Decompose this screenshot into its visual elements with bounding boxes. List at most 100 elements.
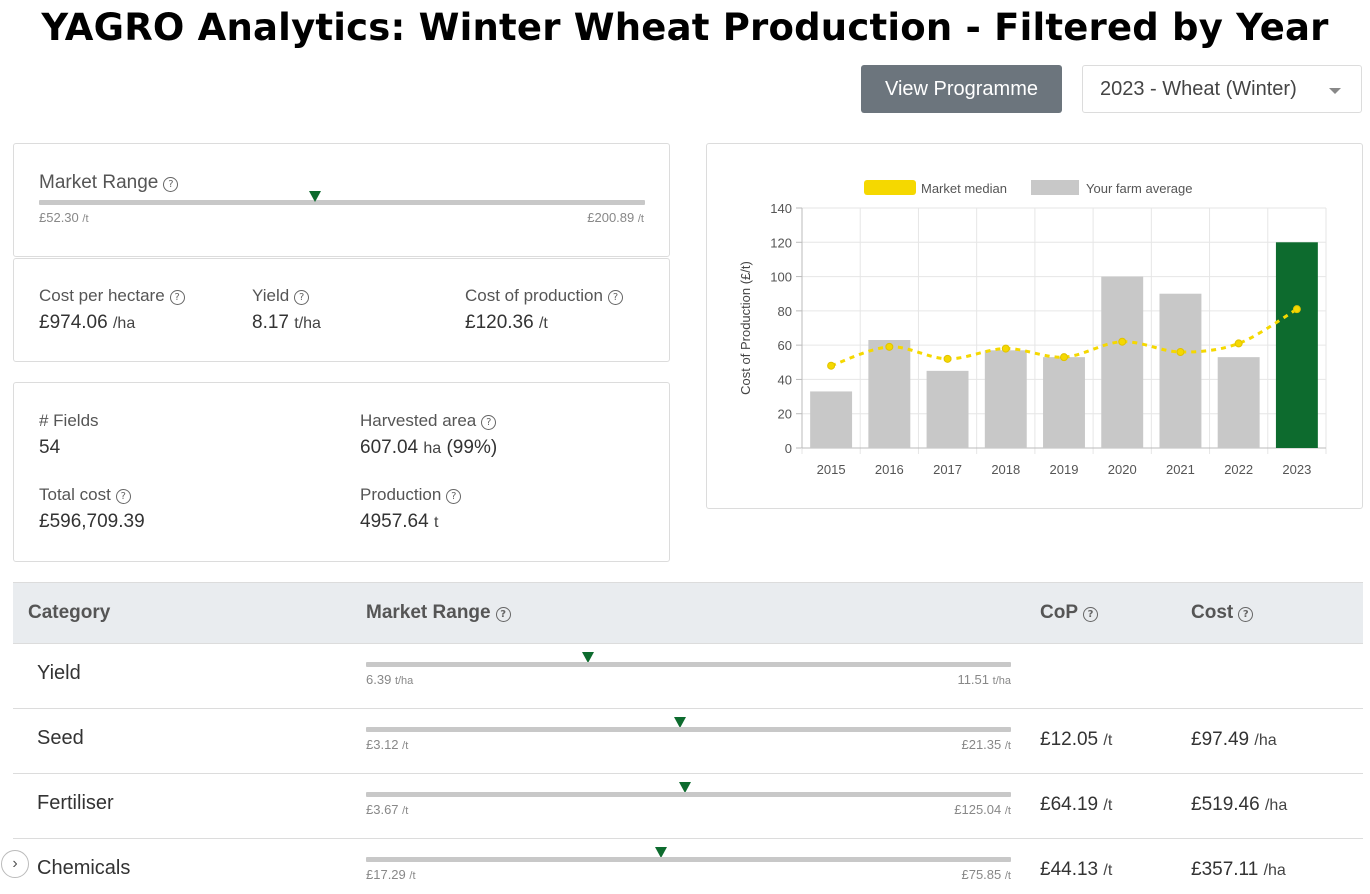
market-range-label: Market Range bbox=[39, 172, 159, 193]
x-tick-label: 2020 bbox=[1108, 462, 1137, 477]
bar-2015 bbox=[810, 391, 853, 448]
market-median-point bbox=[1060, 353, 1068, 362]
cost-of-production-value: £120.36 bbox=[465, 312, 534, 333]
market-median-point bbox=[885, 342, 894, 351]
market-range-track bbox=[366, 792, 1011, 797]
row-category: Fertiliser bbox=[37, 792, 114, 814]
expand-sidebar-button[interactable]: › bbox=[1, 850, 29, 878]
year-select[interactable]: 2023 - Wheat (Winter) bbox=[1082, 65, 1362, 113]
range-max: £75.85 /t bbox=[961, 867, 1011, 882]
help-icon[interactable]: ? bbox=[481, 415, 497, 430]
market-range-track bbox=[39, 200, 645, 205]
help-icon[interactable]: ? bbox=[495, 607, 511, 622]
range-max: £200.89 /t bbox=[587, 210, 644, 225]
market-range-track bbox=[366, 662, 1011, 667]
header-market-range[interactable]: Market Range? bbox=[366, 602, 511, 624]
help-icon[interactable]: ? bbox=[446, 489, 462, 504]
market-median-point bbox=[1001, 344, 1010, 353]
x-tick-label: 2015 bbox=[817, 462, 846, 477]
row-cost: £97.49 /ha bbox=[1191, 729, 1277, 750]
market-range-track bbox=[366, 727, 1011, 732]
help-icon[interactable]: ? bbox=[163, 177, 179, 192]
row-category: Seed bbox=[37, 727, 84, 749]
help-icon[interactable]: ? bbox=[169, 290, 185, 305]
market-position-marker bbox=[654, 847, 667, 858]
market-median-point bbox=[943, 354, 952, 363]
chevron-right-icon: › bbox=[12, 855, 18, 872]
range-max: 11.51 t/ha bbox=[957, 672, 1011, 687]
range-max: £21.35 /t bbox=[961, 737, 1011, 752]
y-tick-label: 60 bbox=[778, 338, 792, 353]
y-tick-label: 140 bbox=[770, 201, 792, 216]
bar-2018 bbox=[984, 350, 1027, 448]
legend-swatch-farm-average bbox=[1031, 180, 1079, 195]
row-cost: £357.11 /ha bbox=[1191, 859, 1286, 880]
range-min: £17.29 /t bbox=[366, 867, 416, 882]
market-range-track bbox=[366, 857, 1011, 862]
help-icon[interactable]: ? bbox=[607, 290, 623, 305]
yield-value: 8.17 bbox=[252, 312, 289, 333]
bar-2022 bbox=[1217, 357, 1260, 448]
total-cost: Total cost? £596,709.39 bbox=[39, 485, 145, 532]
range-max: £125.04 /t bbox=[954, 802, 1011, 817]
range-min: £3.67 /t bbox=[366, 802, 409, 817]
bar-2023 bbox=[1275, 242, 1318, 448]
cost-of-production: Cost of production? £120.36 /t bbox=[465, 286, 623, 334]
market-median-point bbox=[1292, 305, 1301, 314]
header-cost[interactable]: Cost? bbox=[1191, 602, 1254, 624]
cost-of-production-chart: 0 20 40 60 80 100 120 140 2015 2016 2017 2018 2019 20… bbox=[738, 180, 1327, 477]
bar-2020 bbox=[1101, 276, 1144, 448]
x-tick-label: 2016 bbox=[875, 462, 904, 477]
yield: Yield? 8.17 t/ha bbox=[252, 286, 321, 333]
header-category[interactable]: Category bbox=[28, 602, 111, 623]
market-position-marker bbox=[674, 717, 687, 728]
cost-per-hectare: Cost per hectare? £974.06 /ha bbox=[39, 286, 185, 334]
help-icon[interactable]: ? bbox=[294, 290, 310, 305]
row-cost: £519.46 /ha bbox=[1191, 794, 1288, 815]
x-tick-label: 2017 bbox=[933, 462, 962, 477]
market-median-point bbox=[1234, 339, 1243, 348]
cost-per-hectare-value: £974.06 bbox=[39, 312, 108, 333]
chevron-down-icon bbox=[1329, 88, 1341, 94]
y-axis-label: Cost of Production (£/t) bbox=[738, 261, 753, 395]
table-body: Yield 6.39 t/ha 11.51 t/ha Seed £3.12 /t £21… bbox=[13, 643, 1363, 894]
bar-2016 bbox=[868, 340, 911, 448]
x-tick-label: 2021 bbox=[1166, 462, 1195, 477]
market-position-marker bbox=[308, 191, 321, 202]
table-header: Category Market Range? CoP? Cost? bbox=[13, 582, 1363, 643]
x-tick-label: 2023 bbox=[1282, 462, 1311, 477]
y-tick-label: 40 bbox=[778, 372, 792, 387]
x-tick-label: 2022 bbox=[1224, 462, 1253, 477]
market-position-marker bbox=[679, 782, 692, 793]
bar-2017 bbox=[926, 370, 969, 448]
y-tick-label: 100 bbox=[770, 270, 792, 285]
help-icon[interactable]: ? bbox=[1083, 607, 1098, 622]
chart-card: 0 20 40 60 80 100 120 140 2015 2016 2017 2018 2019 20… bbox=[706, 143, 1363, 509]
table-row: Fertiliser £3.67 /t £125.04 /t £64.19 /t £51… bbox=[13, 773, 1363, 838]
view-programme-button[interactable]: View Programme bbox=[861, 65, 1062, 113]
help-icon[interactable]: ? bbox=[115, 489, 131, 504]
row-cop: £44.13 /t bbox=[1040, 859, 1113, 880]
harvested-area: Harvested area? 607.04 ha (99%) bbox=[360, 411, 498, 458]
year-select-value: 2023 - Wheat (Winter) bbox=[1100, 77, 1297, 100]
bar-2021 bbox=[1159, 293, 1202, 448]
x-tick-label: 2019 bbox=[1050, 462, 1079, 477]
row-category: Chemicals bbox=[37, 857, 131, 879]
market-median-point bbox=[1118, 337, 1127, 346]
market-position-marker bbox=[581, 652, 594, 663]
help-icon[interactable]: ? bbox=[1238, 607, 1254, 622]
header-cop[interactable]: CoP? bbox=[1040, 602, 1098, 624]
market-median-point bbox=[827, 361, 836, 370]
market-median-point bbox=[1176, 348, 1185, 356]
page-title: YAGRO Analytics: Winter Wheat Production… bbox=[41, 6, 1329, 49]
range-min: £52.30 /t bbox=[39, 210, 89, 225]
x-tick-label: 2018 bbox=[991, 462, 1020, 477]
details-card: # Fields 54 Harvested area? 607.04 ha (9… bbox=[13, 382, 670, 562]
range-min: £3.12 /t bbox=[366, 737, 409, 752]
category-table: Category Market Range? CoP? Cost? Yield 6… bbox=[13, 582, 1363, 894]
fields-count: # Fields 54 bbox=[39, 411, 99, 458]
y-tick-label: 80 bbox=[778, 304, 792, 319]
table-row: Yield 6.39 t/ha 11.51 t/ha bbox=[13, 643, 1363, 708]
legend-swatch-market-median bbox=[864, 180, 916, 195]
legend-label-farm-average: Your farm average bbox=[1086, 181, 1192, 196]
